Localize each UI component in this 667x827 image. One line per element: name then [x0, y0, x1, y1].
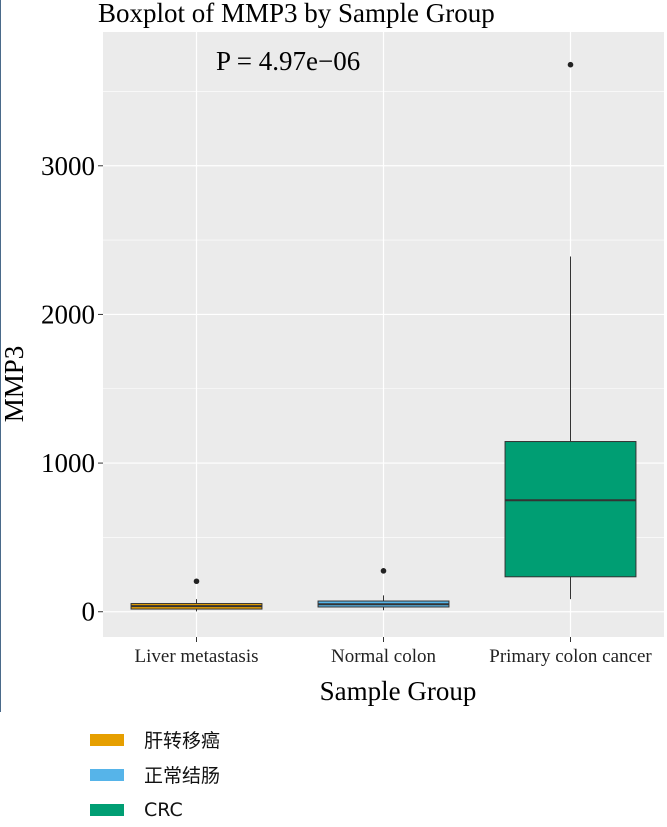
chart-title: Boxplot of MMP3 by Sample Group	[98, 0, 495, 28]
y-axis-label: MMP3	[0, 346, 29, 423]
y-tick-label: 3000	[41, 151, 95, 181]
y-tick-label: 0	[82, 597, 96, 627]
legend-label: 正常结肠	[144, 765, 221, 787]
box-liver-metastasis	[130, 578, 263, 612]
p-value-annotation: P = 4.97e−06	[216, 46, 360, 76]
boxplot-chart: Boxplot of MMP3 by Sample Group P = 4.97…	[0, 0, 664, 706]
legend: 肝转移癌 正常结肠 CRC	[90, 722, 220, 827]
legend-swatch	[90, 733, 124, 746]
figure-border	[0, 0, 1, 712]
x-tick-label: Liver metastasis	[135, 646, 259, 667]
outlier-point	[193, 578, 200, 585]
legend-label: CRC	[144, 798, 183, 821]
legend-swatch	[90, 803, 124, 816]
legend-item-liver-metastasis: 肝转移癌	[90, 722, 220, 757]
y-tick-label: 2000	[41, 299, 95, 329]
box-series	[130, 61, 637, 612]
legend-swatch	[90, 768, 124, 781]
legend-item-normal-colon: 正常结肠	[90, 757, 220, 792]
y-axis: 0 1000 2000 3000	[41, 151, 103, 627]
legend-label: 肝转移癌	[144, 730, 221, 752]
y-tick-label: 1000	[41, 448, 95, 478]
box-iqr	[504, 441, 637, 578]
legend-item-crc: CRC	[90, 792, 220, 827]
x-tick-label: Primary colon cancer	[489, 646, 652, 667]
outlier-point	[567, 61, 574, 68]
x-tick-label: Normal colon	[331, 646, 437, 667]
box-normal-colon	[317, 568, 450, 611]
x-axis: Liver metastasis Normal colon Primary colo…	[135, 637, 652, 667]
x-axis-label: Sample Group	[320, 676, 477, 706]
outlier-point	[380, 568, 387, 574]
box-primary-colon-cancer	[504, 61, 637, 600]
